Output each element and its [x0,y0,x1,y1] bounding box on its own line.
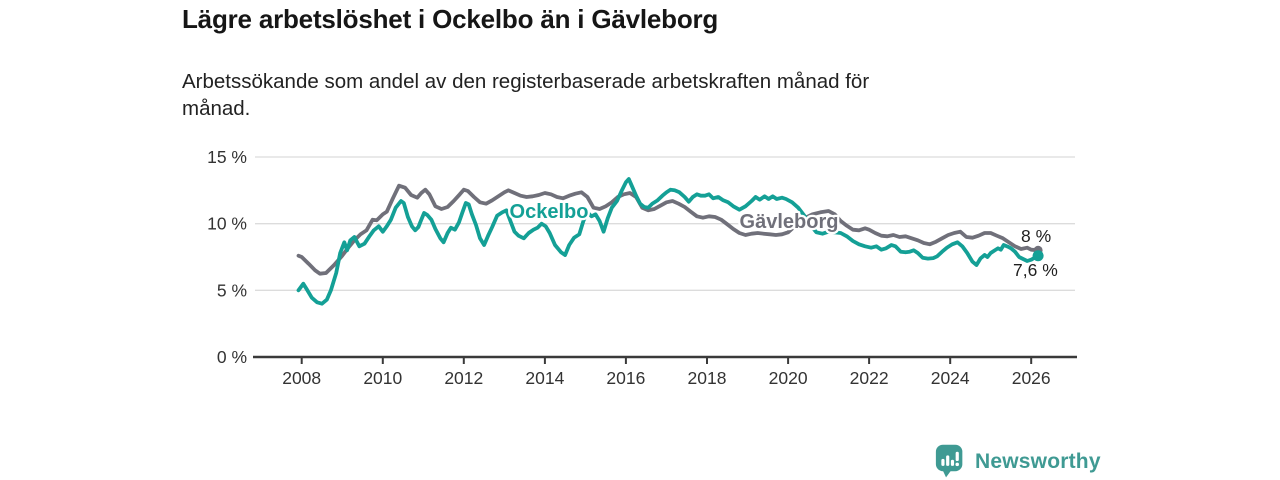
subtitle-line-2: månad. [182,97,251,120]
series-label-gävleborg: Gävleborg [740,211,839,233]
series-label-ockelbo: Ockelbo [510,201,589,223]
y-tick-label: 10 % [207,214,247,234]
newsworthy-brand: Newsworthy [935,443,1101,480]
page-title: Lägre arbetslöshet i Ockelbo än i Gävleb… [182,4,719,34]
x-tick-label: 2018 [688,368,727,388]
end-value-label-ockelbo: 7,6 % [1013,260,1058,280]
x-tick-label: 2022 [850,368,889,388]
x-tick-label: 2012 [444,368,483,388]
x-tick-label: 2014 [525,368,564,388]
end-value-label-gävleborg: 8 % [1021,226,1051,246]
x-tick-label: 2026 [1012,368,1051,388]
y-tick-label: 15 % [207,147,247,167]
subtitle-line-1: Arbetssökande som andel av den registerb… [182,70,870,93]
chart-subtitle: Arbetssökande som andel av den registerb… [182,68,869,122]
brand-name: Newsworthy [975,449,1101,473]
x-tick-label: 2024 [931,368,970,388]
y-tick-label: 0 % [217,347,247,367]
newsworthy-logo-icon [935,444,963,478]
y-tick-label: 5 % [217,280,247,300]
x-tick-label: 2016 [606,368,645,388]
x-tick-label: 2020 [769,368,808,388]
series-line-ockelbo [296,177,1040,306]
series-line-gävleborg [296,183,1040,276]
x-tick-label: 2010 [363,368,402,388]
end-dot-ockelbo [1032,250,1044,262]
x-tick-label: 2008 [282,368,321,388]
